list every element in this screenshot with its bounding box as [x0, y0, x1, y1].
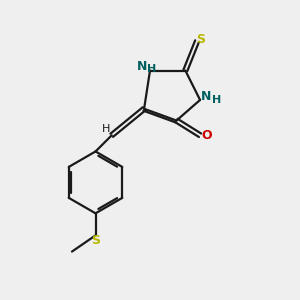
Text: H: H — [212, 95, 221, 105]
Text: N: N — [201, 91, 212, 103]
Text: H: H — [102, 124, 111, 134]
Text: N: N — [136, 61, 147, 74]
Text: S: S — [196, 33, 205, 46]
Text: H: H — [147, 64, 156, 74]
Text: S: S — [92, 234, 100, 247]
Text: O: O — [201, 129, 212, 142]
